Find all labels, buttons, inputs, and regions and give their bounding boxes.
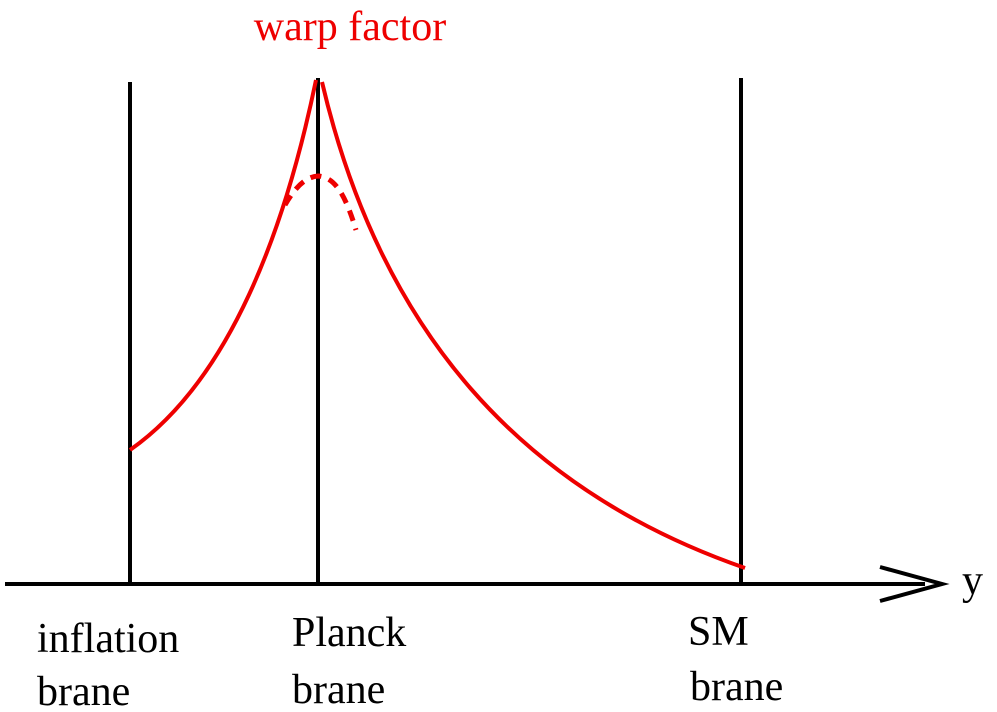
y-axis-label: y — [962, 558, 983, 604]
sm-brane-label-line1: SM — [688, 609, 749, 655]
inflation-brane-label-line2: brane — [37, 669, 130, 712]
planck-brane-label-line2: brane — [292, 667, 385, 712]
diagram-title: warp factor — [254, 4, 446, 50]
warp-factor-curve-left — [128, 79, 318, 452]
sm-brane-label-line2: brane — [690, 664, 783, 710]
y-axis-arrowhead — [879, 565, 950, 603]
warp-factor-curve-right — [320, 81, 746, 570]
warp-factor-smoothed-peak — [282, 173, 359, 231]
planck-brane-label-line1: Planck — [292, 610, 406, 656]
inflation-brane-label-line1: inflation — [37, 616, 179, 662]
